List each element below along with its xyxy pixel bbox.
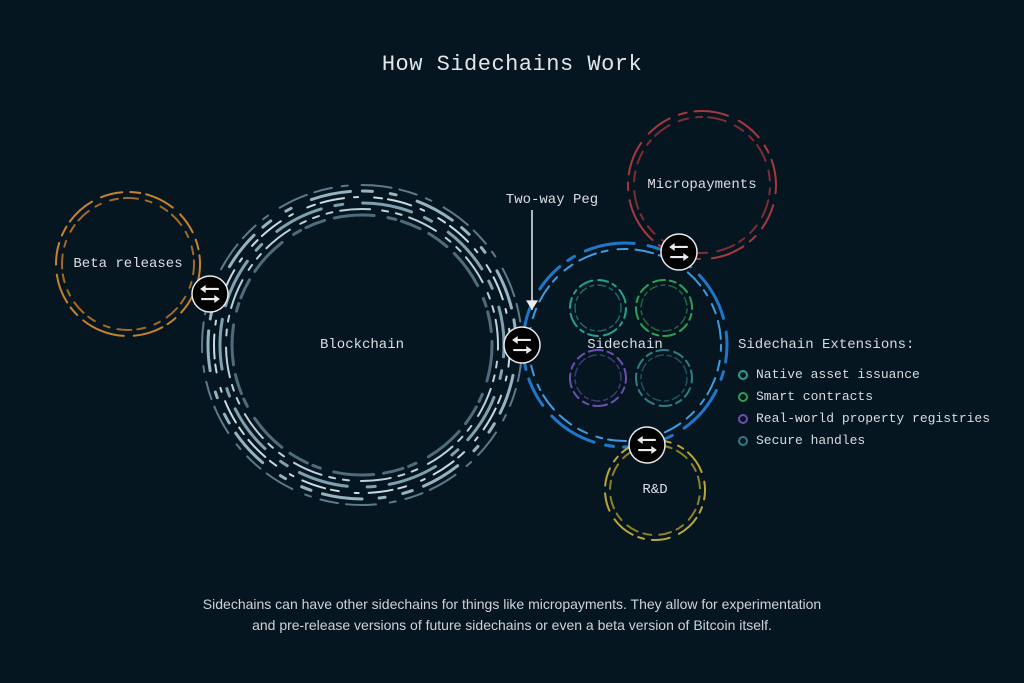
two-way-peg-icon [192,276,228,312]
legend: Sidechain Extensions: Native asset issua… [738,334,990,452]
two-way-peg-icon [504,327,540,363]
legend-label: Secure handles [756,430,865,452]
legend-label: Smart contracts [756,386,873,408]
legend-item: Secure handles [738,430,990,452]
caption: Sidechains can have other sidechains for… [0,594,1024,637]
two-way-peg-icon [661,234,697,270]
legend-label: Native asset issuance [756,364,920,386]
caption-line-1: Sidechains can have other sidechains for… [203,596,821,612]
rnd-label: R&D [642,482,667,498]
legend-swatch [738,414,748,424]
legend-label: Real-world property registries [756,408,990,430]
legend-swatch [738,392,748,402]
legend-item: Native asset issuance [738,364,990,386]
beta-releases-label: Beta releases [73,256,182,272]
legend-title: Sidechain Extensions: [738,334,990,358]
legend-item: Real-world property registries [738,408,990,430]
diagram-stage: How Sidechains Work Blockchain Sidechain… [0,0,1024,683]
two-way-peg-icon [629,427,665,463]
sidechain-label: Sidechain [587,337,663,353]
blockchain-label: Blockchain [320,337,404,353]
legend-swatch [738,436,748,446]
two-way-peg-label: Two-way Peg [506,192,598,208]
caption-line-2: and pre-release versions of future sidec… [252,617,772,633]
micropayments-label: Micropayments [647,177,756,193]
legend-swatch [738,370,748,380]
legend-item: Smart contracts [738,386,990,408]
